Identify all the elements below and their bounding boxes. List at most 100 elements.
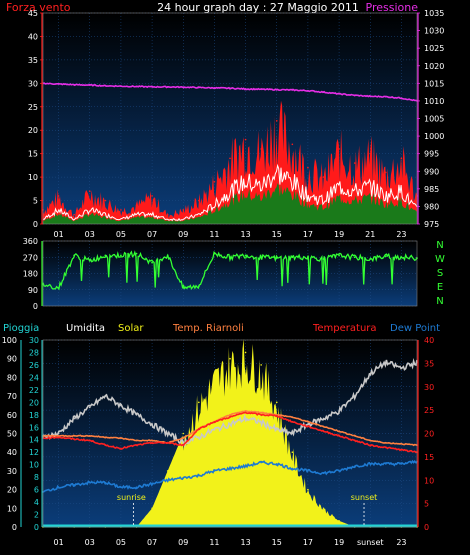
temp-riarnoli-point bbox=[57, 434, 60, 437]
pressure-point bbox=[322, 91, 325, 94]
wind-direction-point bbox=[322, 258, 325, 260]
temp-riarnoli-point bbox=[104, 436, 107, 439]
solar-point bbox=[151, 507, 153, 510]
temperature-x-tick: 05 bbox=[116, 538, 126, 547]
temperature-axis-tick: 5 bbox=[424, 500, 429, 509]
temperature-point bbox=[120, 447, 122, 450]
wind-axis-tick: 5 bbox=[33, 197, 38, 206]
pressure-point bbox=[135, 85, 138, 88]
pressure-point bbox=[182, 86, 185, 89]
humidity-point bbox=[182, 441, 185, 444]
pressure-point bbox=[338, 92, 340, 95]
dew-point-point bbox=[244, 465, 247, 468]
humidity-point bbox=[275, 428, 278, 431]
temperature-point bbox=[73, 438, 76, 441]
dew-point-line bbox=[42, 459, 417, 493]
sunrise-label: sunrise bbox=[117, 493, 146, 502]
wind-axis-title: Forza vento bbox=[6, 1, 71, 14]
dew-point-point bbox=[229, 467, 231, 470]
humidity-point bbox=[244, 417, 247, 420]
temperature-axis-tick: 40 bbox=[424, 336, 434, 345]
legend-item: Temperatura bbox=[312, 323, 377, 334]
temp-riarnoli-point bbox=[291, 416, 294, 419]
humidity-axis-tick: 100 bbox=[2, 336, 17, 345]
humidity-axis-tick: 60 bbox=[7, 411, 17, 420]
pressure-point bbox=[120, 85, 122, 88]
direction-axis-tick: 270 bbox=[23, 253, 38, 262]
legend-item: Solar bbox=[118, 323, 144, 334]
temperature-point bbox=[244, 411, 247, 414]
wind-x-tick: 15 bbox=[272, 230, 282, 239]
wind-gust-point bbox=[260, 148, 262, 150]
wind-axis-tick: 30 bbox=[28, 79, 38, 88]
pressure-axis-tick: 1025 bbox=[424, 44, 444, 53]
wind-axis-tick: 10 bbox=[28, 173, 38, 182]
legend: Pioggia Umidita Solar Temp. Riarnoli Tempera… bbox=[3, 323, 440, 334]
wind-direction-point bbox=[88, 259, 91, 262]
humidity-point bbox=[338, 410, 340, 412]
dew-point-point bbox=[353, 465, 356, 468]
wind-gust-point bbox=[322, 176, 325, 178]
temperature-point bbox=[307, 425, 309, 428]
humidity-point bbox=[104, 395, 107, 397]
compass-label: E bbox=[437, 282, 443, 293]
solar-area bbox=[43, 338, 417, 527]
pressure-point bbox=[151, 85, 153, 88]
temp-riarnoli-point bbox=[135, 439, 138, 442]
wind-x-tick: 19 bbox=[334, 230, 344, 239]
humidity-point bbox=[384, 361, 387, 364]
dew-point-point bbox=[182, 477, 185, 479]
temperature-x-tick: 15 bbox=[272, 538, 282, 547]
wind-axis-tick: 40 bbox=[28, 32, 38, 41]
solar-axis-tick: 14 bbox=[29, 436, 39, 445]
solar-point bbox=[307, 488, 309, 491]
dew-point-point bbox=[151, 483, 153, 485]
temperature-point bbox=[338, 434, 340, 437]
wind-gust-point bbox=[120, 209, 122, 211]
wind-average-line bbox=[42, 163, 418, 222]
wind-gust-point bbox=[291, 143, 294, 146]
temperature-panel-data: sunrise sunset bbox=[42, 338, 418, 528]
temp-riarnoli-point bbox=[229, 413, 231, 416]
pressure-point bbox=[213, 87, 216, 89]
temperature-x-tick: 09 bbox=[178, 538, 188, 547]
pressure-axis-title: Pressione bbox=[366, 1, 419, 14]
wind-axis-tick: 35 bbox=[28, 56, 38, 65]
temperature-point bbox=[182, 444, 185, 447]
temperature-x-tick: sunset bbox=[357, 538, 384, 547]
humidity-axis-tick: 20 bbox=[7, 486, 17, 495]
page-title: 24 hour graph day : 27 Maggio 2011 bbox=[157, 1, 359, 14]
temperature-panel-frame bbox=[42, 339, 418, 528]
pressure-point bbox=[384, 95, 387, 98]
pressure-axis-tick: 1015 bbox=[424, 79, 444, 88]
temperature-axis-tick: 10 bbox=[424, 476, 434, 485]
solar-point bbox=[338, 519, 340, 522]
wind-x-tick: 21 bbox=[365, 230, 375, 239]
temperature-point bbox=[400, 448, 403, 451]
temperature-point bbox=[166, 441, 169, 444]
pressure-axis-tick: 995 bbox=[424, 150, 439, 159]
compass-label: N bbox=[436, 296, 443, 307]
temperature-point bbox=[291, 420, 294, 423]
wind-direction-point bbox=[104, 254, 107, 257]
temp-riarnoli-point bbox=[369, 439, 372, 442]
humidity-axis-tick: 30 bbox=[7, 467, 17, 476]
wind-gust-point bbox=[182, 209, 185, 211]
solar-point bbox=[275, 401, 278, 404]
wind-axis-tick: 15 bbox=[28, 150, 38, 159]
direction-panel-frame bbox=[42, 240, 418, 307]
dew-point-point bbox=[384, 462, 387, 465]
temp-riarnoli-point bbox=[384, 441, 387, 444]
dew-point-point bbox=[307, 470, 309, 472]
sunset-label: sunset bbox=[351, 493, 378, 502]
humidity-point bbox=[120, 404, 122, 407]
temperature-point bbox=[104, 444, 107, 447]
temperature-axis-tick: 0 bbox=[424, 523, 429, 532]
solar-axis-tick: 28 bbox=[29, 348, 39, 357]
temperature-axis-tick: 15 bbox=[424, 453, 434, 462]
wind-gust-point bbox=[151, 195, 153, 197]
wind-direction-point bbox=[260, 256, 263, 259]
pressure-point bbox=[197, 86, 200, 89]
wind-gust-point bbox=[353, 162, 356, 164]
